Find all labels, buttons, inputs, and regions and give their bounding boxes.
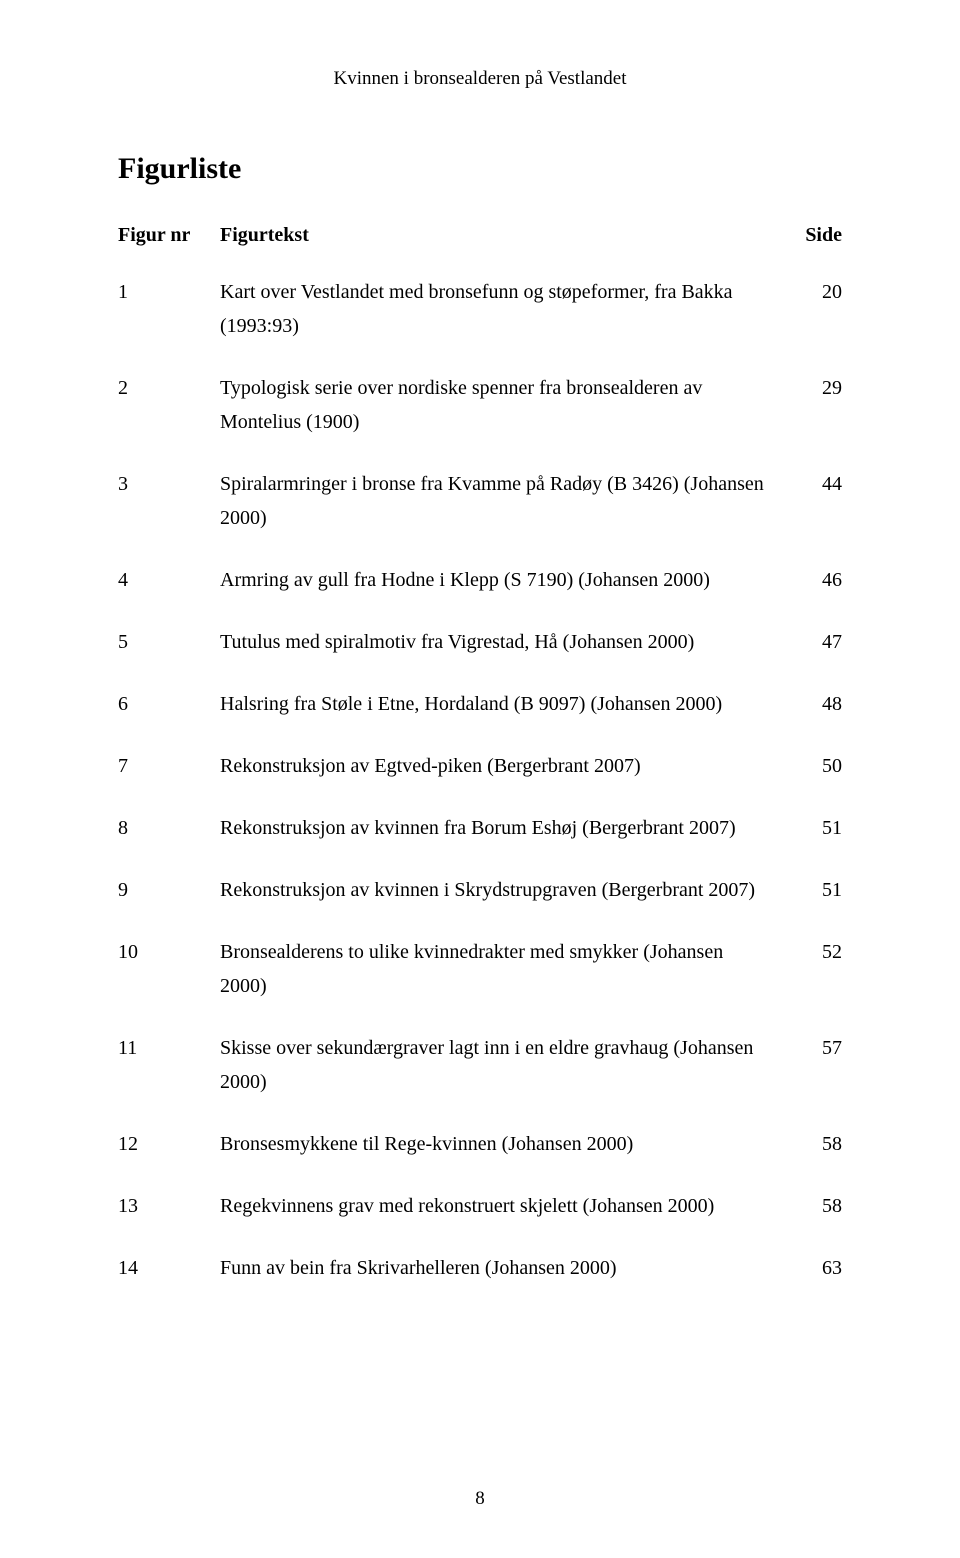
figure-page: 63	[794, 1251, 842, 1285]
figure-page: 51	[794, 873, 842, 907]
figure-list-header: Figur nr Figurtekst Side	[118, 224, 842, 247]
figure-number: 8	[118, 811, 220, 845]
figure-entry: 5 Tutulus med spiralmotiv fra Vigrestad,…	[118, 625, 842, 659]
figure-page: 50	[794, 749, 842, 783]
figure-number: 12	[118, 1127, 220, 1161]
figure-number: 7	[118, 749, 220, 783]
figure-number: 2	[118, 371, 220, 439]
figure-page: 29	[794, 371, 842, 439]
figure-number: 4	[118, 563, 220, 597]
figure-number: 10	[118, 935, 220, 1003]
figure-page: 52	[794, 935, 842, 1003]
figure-number: 13	[118, 1189, 220, 1223]
figure-text: Rekonstruksjon av kvinnen i Skrydstrupgr…	[220, 873, 794, 907]
figure-number: 6	[118, 687, 220, 721]
figure-text: Rekonstruksjon av Egtved-piken (Bergerbr…	[220, 749, 794, 783]
figure-text: Kart over Vestlandet med bronsefunn og s…	[220, 275, 794, 343]
figure-entry: 11 Skisse over sekundærgraver lagt inn i…	[118, 1031, 842, 1099]
figure-number: 1	[118, 275, 220, 343]
figure-page: 57	[794, 1031, 842, 1099]
figure-entry: 4 Armring av gull fra Hodne i Klepp (S 7…	[118, 563, 842, 597]
figure-page: 51	[794, 811, 842, 845]
figure-text: Bronsesmykkene til Rege-kvinnen (Johanse…	[220, 1127, 794, 1161]
figure-text: Halsring fra Støle i Etne, Hordaland (B …	[220, 687, 794, 721]
figure-number: 9	[118, 873, 220, 907]
figure-entry: 6 Halsring fra Støle i Etne, Hordaland (…	[118, 687, 842, 721]
figure-entry: 12 Bronsesmykkene til Rege-kvinnen (Joha…	[118, 1127, 842, 1161]
figure-page: 44	[794, 467, 842, 535]
figure-text: Bronsealderens to ulike kvinnedrakter me…	[220, 935, 794, 1003]
figure-entry: 7 Rekonstruksjon av Egtved-piken (Berger…	[118, 749, 842, 783]
figure-number: 11	[118, 1031, 220, 1099]
figure-text: Skisse over sekundærgraver lagt inn i en…	[220, 1031, 794, 1099]
figure-text: Armring av gull fra Hodne i Klepp (S 719…	[220, 563, 794, 597]
figure-text: Rekonstruksjon av kvinnen fra Borum Eshø…	[220, 811, 794, 845]
figure-page: 58	[794, 1189, 842, 1223]
figure-entry: 9 Rekonstruksjon av kvinnen i Skrydstrup…	[118, 873, 842, 907]
figure-page: 48	[794, 687, 842, 721]
figure-entry: 2 Typologisk serie over nordiske spenner…	[118, 371, 842, 439]
page-number: 8	[0, 1488, 960, 1510]
figure-page: 46	[794, 563, 842, 597]
figure-text: Regekvinnens grav med rekonstruert skjel…	[220, 1189, 794, 1223]
section-title: Figurliste	[118, 152, 842, 186]
figure-text: Spiralarmringer i bronse fra Kvamme på R…	[220, 467, 794, 535]
figure-number: 14	[118, 1251, 220, 1285]
figure-entry: 14 Funn av bein fra Skrivarhelleren (Joh…	[118, 1251, 842, 1285]
document-page: Kvinnen i bronsealderen på Vestlandet Fi…	[0, 0, 960, 1558]
figure-entry: 13 Regekvinnens grav med rekonstruert sk…	[118, 1189, 842, 1223]
figure-text: Tutulus med spiralmotiv fra Vigrestad, H…	[220, 625, 794, 659]
figure-entry: 3 Spiralarmringer i bronse fra Kvamme på…	[118, 467, 842, 535]
figure-entry: 1 Kart over Vestlandet med bronsefunn og…	[118, 275, 842, 343]
figure-page: 20	[794, 275, 842, 343]
header-side: Side	[794, 224, 842, 247]
figure-text: Typologisk serie over nordiske spenner f…	[220, 371, 794, 439]
running-header: Kvinnen i bronsealderen på Vestlandet	[118, 68, 842, 90]
figure-page: 58	[794, 1127, 842, 1161]
figure-entry: 8 Rekonstruksjon av kvinnen fra Borum Es…	[118, 811, 842, 845]
figure-entry: 10 Bronsealderens to ulike kvinnedrakter…	[118, 935, 842, 1003]
figure-number: 5	[118, 625, 220, 659]
header-figurtekst: Figurtekst	[220, 224, 794, 247]
figure-text: Funn av bein fra Skrivarhelleren (Johans…	[220, 1251, 794, 1285]
header-figur-nr: Figur nr	[118, 224, 220, 247]
figure-page: 47	[794, 625, 842, 659]
figure-number: 3	[118, 467, 220, 535]
